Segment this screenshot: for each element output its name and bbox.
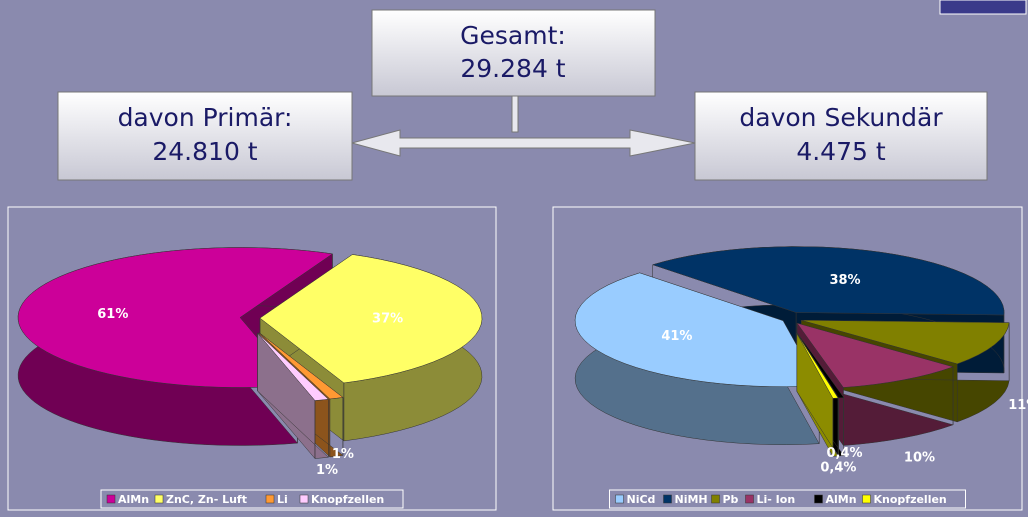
slice xyxy=(797,333,845,399)
legend-label: Li- Ion xyxy=(757,493,796,506)
data-label: 1% xyxy=(332,447,354,462)
chart-panel xyxy=(552,206,1023,511)
data-label: 0,4% xyxy=(826,446,862,461)
legend-swatch xyxy=(711,494,720,504)
legend-label: Pb xyxy=(723,493,739,506)
legend-label: Knopfzellen xyxy=(311,493,384,506)
data-label: 61% xyxy=(97,307,128,322)
legend-label: Li xyxy=(277,493,288,506)
data-label: 0,4% xyxy=(820,460,856,475)
slice xyxy=(574,272,820,387)
legend-swatch xyxy=(862,494,871,504)
legend-label: NiMH xyxy=(675,493,708,506)
legend-label: AlMn xyxy=(118,493,149,506)
legend-label: AlMn xyxy=(826,493,857,506)
slice xyxy=(259,254,483,384)
slice xyxy=(258,332,344,400)
chart-panel xyxy=(7,206,497,511)
legend-swatch xyxy=(154,494,164,504)
primary-label: davon Primär: xyxy=(118,103,293,132)
secondary-label: davon Sekundär xyxy=(739,103,943,132)
legend-swatch xyxy=(106,494,116,504)
legend-swatch xyxy=(299,494,309,504)
slice xyxy=(17,247,334,388)
primary-box xyxy=(57,91,353,181)
legend-swatch xyxy=(814,494,823,504)
legend-label: NiCd xyxy=(627,493,656,506)
slice xyxy=(796,322,954,388)
legend-swatch xyxy=(265,494,275,504)
data-label: 38% xyxy=(829,273,860,288)
legend-label: Knopfzellen xyxy=(874,493,947,506)
slice xyxy=(257,332,329,401)
corner-button[interactable] xyxy=(939,0,1027,15)
data-label: 11% xyxy=(1008,398,1028,413)
total-value: 29.284 t xyxy=(460,54,565,83)
total-box xyxy=(371,9,656,97)
slice xyxy=(796,333,839,399)
legend-swatch xyxy=(615,494,624,504)
legend-label: ZnC, Zn- Luft xyxy=(166,493,247,506)
slice xyxy=(651,246,1005,316)
legend-box xyxy=(609,489,966,509)
data-label: 41% xyxy=(661,329,692,344)
legend-swatch xyxy=(745,494,754,504)
legend-swatch xyxy=(663,494,672,504)
secondary-box xyxy=(694,91,988,181)
secondary-value: 4.475 t xyxy=(796,137,886,166)
primary-value: 24.810 t xyxy=(152,137,257,166)
connector xyxy=(511,95,519,133)
slice xyxy=(801,319,1010,365)
data-label: 1% xyxy=(316,463,338,478)
total-label: Gesamt: xyxy=(460,21,566,50)
legend-box xyxy=(100,489,404,509)
data-label: 37% xyxy=(372,311,403,326)
data-label: 10% xyxy=(904,451,935,466)
